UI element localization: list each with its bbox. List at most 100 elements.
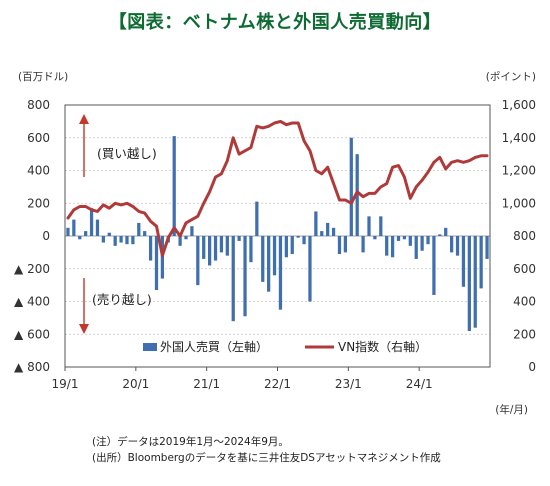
sell-arrow-head [79,324,89,334]
bar [438,234,442,236]
sell-label: (売り越し) [92,292,152,307]
bar [414,236,418,259]
bar [420,236,424,251]
bar [379,216,383,236]
bar [95,219,100,236]
bar [267,236,271,292]
x-tick-label: 24/1 [406,377,433,391]
right-tick-label: 1,200 [502,164,536,178]
bar [255,201,259,236]
bar [302,236,306,245]
bar [101,236,105,243]
right-tick-label: 1,600 [502,98,536,112]
bar [131,236,135,245]
vn-index-line [66,119,489,258]
x-tick-label: 20/1 [122,377,149,391]
bar [290,236,294,255]
x-tick-label: 19/1 [52,377,79,391]
source-note: (出所）Bloombergのデータを基に三井住友DSアセットマネジメント作成 [92,452,441,464]
right-tick-label: 200 [513,327,536,341]
bar [207,236,212,266]
axes: 800 600 400 200 0 ▲ 200 ▲ 400 ▲ 600 ▲ 800 1,600 1,… [14,71,536,416]
bar [219,236,224,253]
line-series [66,119,489,258]
left-axis-unit: (百万ドル) [18,71,68,83]
right-tick-label: 800 [513,229,536,243]
bar [72,219,76,236]
bar [337,236,342,255]
bar [190,226,194,236]
right-tick-label: 1,400 [502,131,536,145]
bar [184,236,188,240]
bar [243,236,247,317]
bar [278,236,283,310]
bar [390,236,395,258]
right-tick-label: 1,000 [502,196,536,210]
bar [225,236,229,256]
left-tick-label: 400 [27,164,50,178]
bar [143,231,147,236]
bar [361,236,365,253]
left-tick-label: ▲ 800 [14,360,50,374]
bar [154,236,159,291]
bar [196,236,200,286]
left-tick-label: 0 [42,229,50,243]
bar [261,236,265,282]
bar [107,232,111,236]
bar [308,236,312,302]
bar [367,216,371,236]
bar [125,236,129,245]
left-tick-label: ▲ 600 [14,327,50,341]
bar [343,236,348,253]
bar-series [66,136,489,331]
bar [402,236,407,240]
bar [231,236,235,322]
bar [320,231,324,236]
bar [396,236,401,241]
bar [331,227,336,236]
footnote: (注）データは2019年1月～2024年9月。 [92,436,289,448]
x-tick-label: 22/1 [264,377,291,391]
right-tick-label: 400 [513,295,536,309]
bar [119,236,123,243]
bar [249,236,253,263]
bar [284,236,288,258]
bar [89,208,94,236]
annotations: (買い越し) (売り越し) [79,114,157,334]
bar [66,227,70,236]
bar [137,222,141,236]
bar [485,236,489,259]
bar [426,236,430,245]
x-axis-unit: (年/月) [495,403,528,416]
chart-title: 【図表：ベトナム株と外国人売買動向】 [108,12,442,33]
right-tick-label: 600 [513,262,536,276]
bar [326,222,330,236]
bar [349,137,353,236]
right-axis-unit: (ポイント) [486,71,536,83]
bar [113,236,117,246]
right-tick-label: 0 [528,360,536,374]
left-tick-label: 200 [27,196,50,210]
bar [408,236,412,246]
buy-label: (買い越し) [97,146,157,161]
bar [178,236,182,246]
bar [455,236,460,256]
left-tick-label: 600 [27,131,50,145]
legend: 外国人売買（左軸） VN指数（右軸） [143,339,427,354]
bar [467,236,471,331]
bar [160,236,165,279]
grid [65,104,490,368]
bar [461,236,466,287]
bar [444,227,448,236]
bar [202,236,206,259]
bar [84,231,88,236]
x-tick-label: 21/1 [193,377,220,391]
bar [385,236,389,256]
legend-label-line: VN指数（右軸） [338,339,427,354]
bar [450,236,454,253]
bar [148,236,153,261]
x-tick-label: 23/1 [335,377,362,391]
buy-arrow-head [79,114,89,124]
left-tick-label: 800 [27,98,50,112]
